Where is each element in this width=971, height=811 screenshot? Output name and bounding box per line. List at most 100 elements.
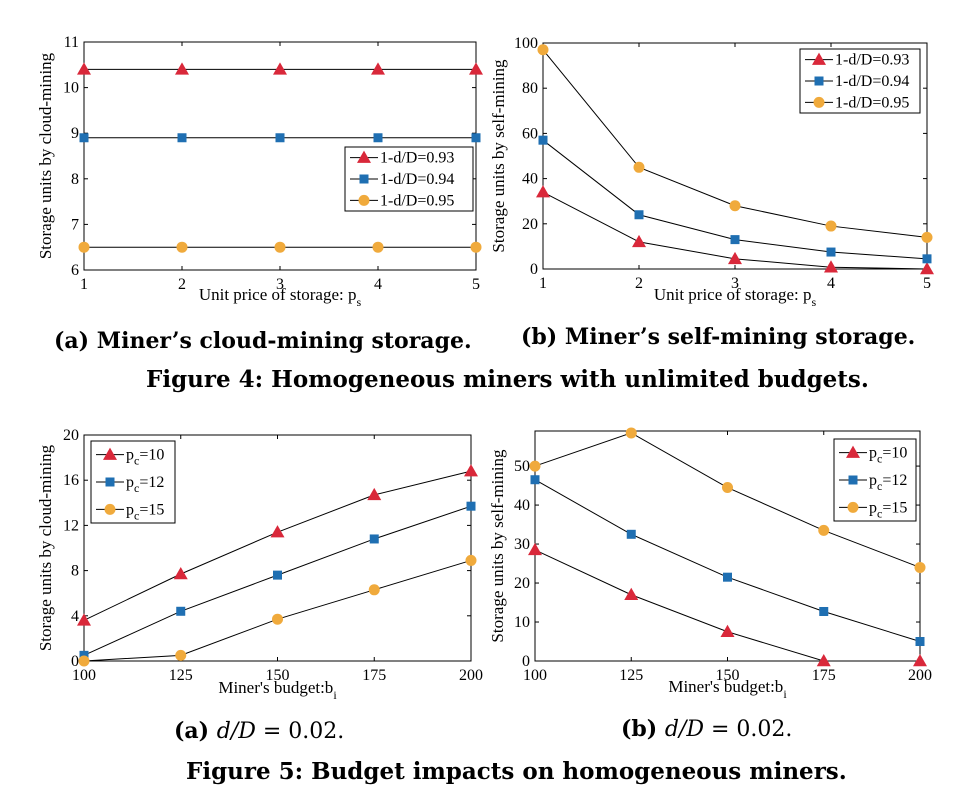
fig5b-legend-marker-1 xyxy=(848,475,858,485)
fig5b-legend-marker-0 xyxy=(846,445,860,458)
fig5a-xtick-label: 125 xyxy=(169,667,193,684)
fig4b-xtick-label: 5 xyxy=(923,275,931,292)
fig5b-series-1-point xyxy=(915,637,925,647)
fig5a-legend-marker-2 xyxy=(104,503,116,515)
fig4a-xlabel: Unit price of storage: ps xyxy=(199,285,362,309)
fig4a-legend-marker-1 xyxy=(359,174,369,184)
fig5a-series-0-point xyxy=(77,613,91,626)
fig4a-xtick-label: 4 xyxy=(374,276,382,293)
fig4a-xtick-label: 5 xyxy=(472,276,480,293)
fig5a-legend: pc=10 pc=12 pc=15 xyxy=(90,440,176,524)
fig5a-series-2-point xyxy=(175,649,187,661)
fig5b-xtick-label: 100 xyxy=(523,667,547,684)
fig4a-series-0-point xyxy=(273,62,287,75)
fig5b-legend: pc=10 pc=12 pc=15 xyxy=(833,438,917,522)
fig5a-legend-label-0: pc=10 xyxy=(126,447,164,468)
fig4a-series-2-point xyxy=(372,241,384,253)
fig5a-xtick-label: 175 xyxy=(362,667,386,684)
fig4b-xtick-label: 4 xyxy=(827,275,835,292)
fig4a-ylabel: Storage units by cloud-mining xyxy=(36,52,55,259)
fig4a-series-2-point xyxy=(274,241,286,253)
fig5b-ytick-label: 30 xyxy=(514,536,530,553)
fig4a-legend-marker-2 xyxy=(358,194,370,206)
fig5a-legend-marker-0 xyxy=(103,447,117,460)
fig5a-series-2-point xyxy=(465,554,477,566)
fig5a-legend-marker-1 xyxy=(105,477,115,487)
fig5a-ylabel: Storage units by cloud-mining xyxy=(36,444,55,651)
fig4b-series-2-point xyxy=(921,231,933,243)
fig4a-ytick-label: 7 xyxy=(71,216,79,233)
fig5b-xtick-label: 150 xyxy=(716,667,740,684)
fig4b-series-1-point xyxy=(922,254,932,264)
fig4b-legend-label-0: 1-d/D=0.93 xyxy=(835,52,909,69)
fig4b-legend-marker-0 xyxy=(812,52,826,65)
fig5a-ytick-label: 0 xyxy=(71,653,79,670)
fig4b-series-0-point xyxy=(824,260,838,273)
fig4a-legend-marker-0 xyxy=(357,150,371,163)
fig5a-series-2-point xyxy=(272,613,283,625)
fig4a-series-1-point xyxy=(275,133,285,143)
fig5a-xtick-label: 150 xyxy=(266,667,290,684)
fig5b-series-2-point xyxy=(529,460,541,472)
fig5b-ytick-label: 40 xyxy=(514,497,530,514)
fig4b-series-0-point xyxy=(632,234,646,248)
fig4b-chart: 1 2 3 4 5 0 20 40 60 80 100 Unit price of storage: … xyxy=(489,35,934,309)
fig5b-ytick-label: 50 xyxy=(514,458,530,475)
fig4a-series-0-point xyxy=(469,62,483,75)
fig5a-legend-label-2: pc=15 xyxy=(126,501,164,522)
fig5a-subcaption-value: = 0.02. xyxy=(255,719,345,744)
fig5b-series-0-point xyxy=(816,654,831,667)
fig5b-series-0-point xyxy=(720,624,735,638)
fig5a-ytick-label: 8 xyxy=(71,563,79,580)
fig4b-series-0-point xyxy=(920,262,934,275)
fig4b-series-2-point xyxy=(729,200,741,212)
fig5b-xtick-label: 200 xyxy=(908,667,932,684)
fig4a-xtick-label: 3 xyxy=(276,276,284,293)
fig5a-series-1-point xyxy=(79,650,89,660)
fig4a-ytick-label: 8 xyxy=(71,171,79,188)
fig4b-series-1-point xyxy=(634,210,644,220)
fig5a-subcaption-math: d/D xyxy=(216,719,256,744)
fig5-caption: Figure 5: Budget impacts on homogeneous … xyxy=(186,758,847,785)
fig4b-series-0-point xyxy=(536,185,550,198)
fig4b-legend-label-2: 1-d/D=0.95 xyxy=(835,94,909,111)
fig4a-ytick-label: 6 xyxy=(71,262,79,279)
fig5b-series-1-point xyxy=(819,606,829,616)
fig4b-xtick-label: 3 xyxy=(731,275,739,292)
fig5b-series-2-point xyxy=(914,561,926,573)
fig5a-ytick-label: 20 xyxy=(63,427,79,444)
fig5b-series-1-point xyxy=(530,475,540,485)
fig5a-series-1-point xyxy=(466,501,476,511)
fig4-caption: Figure 4: Homogeneous miners with unlimi… xyxy=(146,366,869,393)
fig5b-subcaption-prefix: (b) xyxy=(621,716,658,742)
fig4a-subcaption: (a) Miner’s cloud-mining storage. xyxy=(54,328,472,354)
fig4b-xtick-label: 2 xyxy=(635,275,643,292)
fig5b-ytick-label: 0 xyxy=(522,653,530,670)
fig4b-series-2-point xyxy=(633,161,645,173)
fig4a-series-1-point xyxy=(373,133,383,143)
fig4a-ytick-label: 9 xyxy=(71,125,79,142)
fig4b-ytick-label: 20 xyxy=(522,216,538,233)
fig5b-legend-label-1: pc=12 xyxy=(869,472,907,493)
fig5b-series-2-point xyxy=(722,482,733,494)
fig4a-series-0-point xyxy=(175,62,189,75)
fig4b-ytick-label: 0 xyxy=(530,261,538,278)
fig5a-subcaption: (a) d/D = 0.02. xyxy=(174,718,344,744)
fig5b-xlabel: Miner's budget:bi xyxy=(668,677,787,701)
fig5b-series-0-point xyxy=(528,542,542,556)
fig4a-series-2-point xyxy=(176,241,188,253)
fig4a-legend-label-0: 1-d/D=0.93 xyxy=(380,150,454,167)
fig5b-subcaption-value: = 0.02. xyxy=(704,717,793,742)
fig5b-subcaption-math: d/D xyxy=(664,717,705,742)
fig5b-series-1-point xyxy=(723,572,732,582)
fig4b-ylabel: Storage units by self-mining xyxy=(489,59,508,253)
fig4a-ytick-label: 11 xyxy=(64,34,79,51)
fig5b-legend-label-2: pc=15 xyxy=(869,499,907,520)
fig4b-ytick-label: 60 xyxy=(522,125,538,142)
fig4a-legend-label-1: 1-d/D=0.94 xyxy=(380,171,454,188)
fig4a-series-1-point xyxy=(177,133,187,143)
fig4b-xlabel: Unit price of storage: ps xyxy=(654,285,817,309)
fig4b-xtick-label: 1 xyxy=(539,275,547,292)
fig4a-xtick-label: 1 xyxy=(80,276,88,293)
